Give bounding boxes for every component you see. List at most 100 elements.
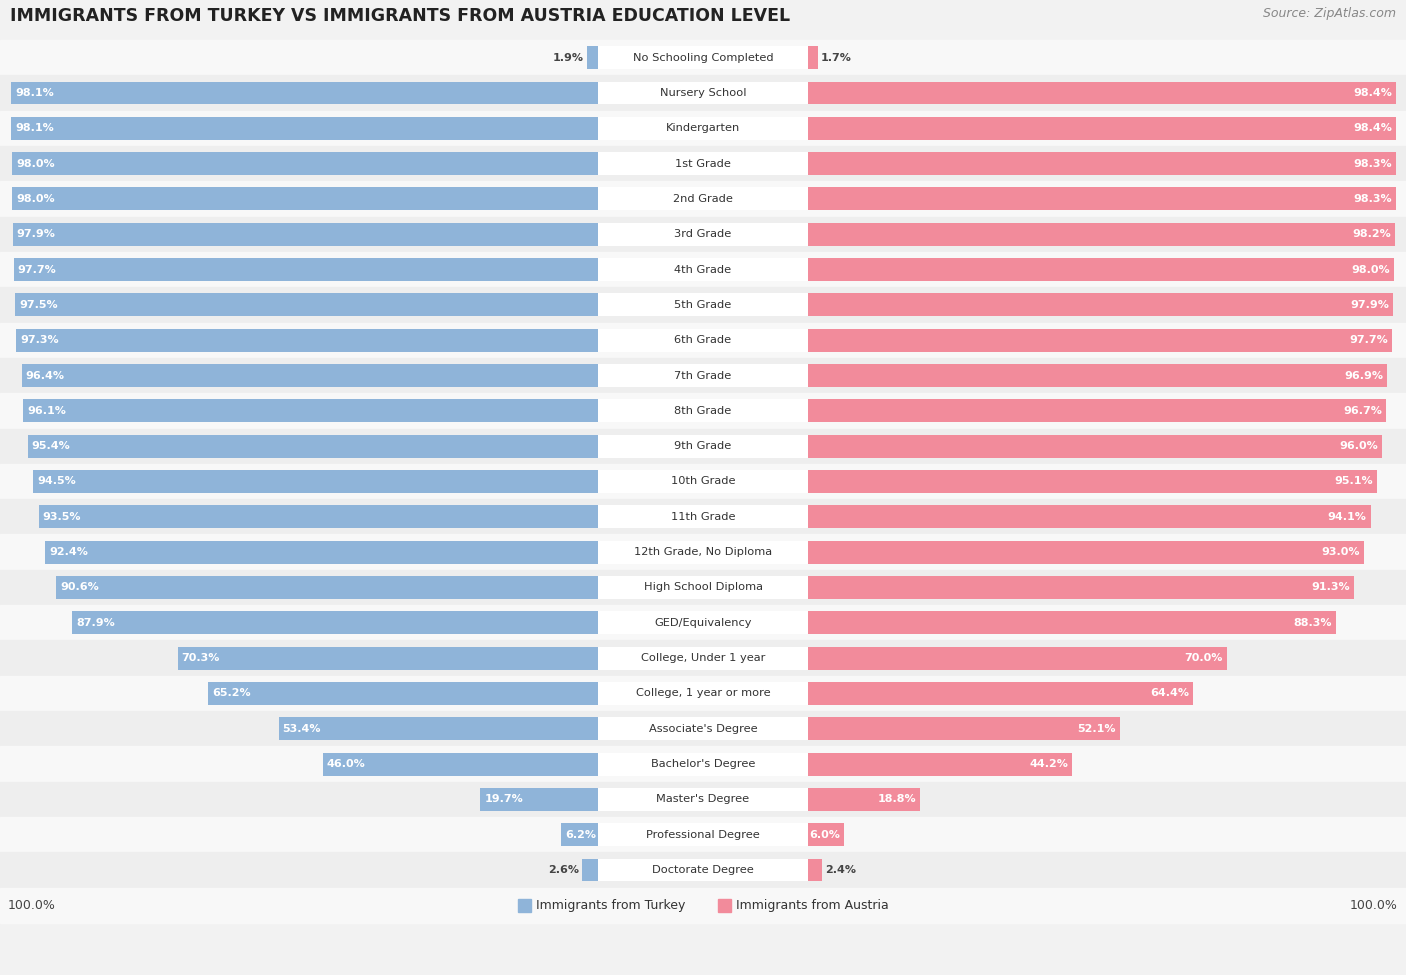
Bar	[28, 435, 598, 457]
Text: 100.0%: 100.0%	[1350, 899, 1398, 912]
Text: Professional Degree: Professional Degree	[647, 830, 759, 839]
Text: Nursery School: Nursery School	[659, 88, 747, 98]
Text: 2nd Grade: 2nd Grade	[673, 194, 733, 204]
Bar	[0, 252, 1406, 288]
Text: 6.2%: 6.2%	[565, 830, 596, 839]
Text: Immigrants from Austria: Immigrants from Austria	[735, 899, 889, 912]
Bar	[0, 323, 1406, 358]
Text: 94.5%: 94.5%	[37, 477, 76, 487]
Text: 96.7%: 96.7%	[1343, 406, 1382, 416]
Text: 65.2%: 65.2%	[212, 688, 250, 698]
Bar	[0, 110, 1406, 146]
Text: 1.7%: 1.7%	[821, 53, 852, 62]
Text: 11th Grade: 11th Grade	[671, 512, 735, 522]
Text: 6.0%: 6.0%	[808, 830, 839, 839]
Bar	[0, 216, 1406, 252]
Bar	[598, 788, 808, 811]
Text: 95.1%: 95.1%	[1334, 477, 1372, 487]
Text: 64.4%: 64.4%	[1150, 688, 1189, 698]
Bar	[598, 859, 808, 881]
Bar	[598, 293, 808, 316]
Bar	[15, 293, 598, 316]
Text: 91.3%: 91.3%	[1312, 582, 1350, 593]
Bar	[808, 400, 1386, 422]
Bar	[598, 258, 808, 281]
Bar	[808, 470, 1376, 493]
Bar	[808, 82, 1396, 104]
Bar	[24, 400, 598, 422]
Text: 70.0%: 70.0%	[1184, 653, 1223, 663]
Bar	[808, 152, 1396, 176]
Bar	[0, 569, 1406, 605]
Text: 4th Grade: 4th Grade	[675, 264, 731, 275]
Text: 46.0%: 46.0%	[328, 760, 366, 769]
Bar	[0, 499, 1406, 534]
Bar	[517, 899, 531, 912]
Text: 88.3%: 88.3%	[1294, 618, 1331, 628]
Bar	[278, 718, 598, 740]
Text: 96.4%: 96.4%	[25, 370, 65, 380]
Bar	[598, 753, 808, 775]
Text: 98.1%: 98.1%	[15, 88, 53, 98]
Bar	[808, 46, 818, 69]
Bar	[0, 641, 1406, 676]
Text: 98.3%: 98.3%	[1353, 159, 1392, 169]
Bar	[0, 605, 1406, 641]
Bar	[598, 541, 808, 564]
Bar	[598, 82, 808, 104]
Bar	[13, 152, 598, 176]
Text: 98.4%: 98.4%	[1354, 88, 1392, 98]
Bar	[598, 646, 808, 670]
Bar	[45, 541, 598, 564]
Text: 2.6%: 2.6%	[548, 865, 579, 875]
Bar	[56, 576, 598, 599]
Text: 3rd Grade: 3rd Grade	[675, 229, 731, 239]
Bar	[598, 364, 808, 387]
Bar	[598, 823, 808, 846]
Bar	[561, 823, 598, 846]
Bar	[598, 718, 808, 740]
Bar	[0, 146, 1406, 181]
Text: No Schooling Completed: No Schooling Completed	[633, 53, 773, 62]
Bar	[808, 718, 1119, 740]
Text: Kindergarten: Kindergarten	[666, 123, 740, 134]
Text: 97.7%: 97.7%	[18, 264, 56, 275]
Bar	[0, 711, 1406, 747]
Bar	[808, 222, 1395, 246]
Bar	[808, 859, 823, 881]
Bar	[15, 329, 598, 352]
Bar	[0, 676, 1406, 711]
Bar	[0, 782, 1406, 817]
Text: 1.9%: 1.9%	[553, 53, 583, 62]
Bar	[0, 747, 1406, 782]
Text: College, 1 year or more: College, 1 year or more	[636, 688, 770, 698]
Bar	[39, 505, 598, 528]
Bar	[0, 75, 1406, 110]
Bar	[808, 753, 1073, 775]
Text: 96.1%: 96.1%	[27, 406, 66, 416]
Text: Doctorate Degree: Doctorate Degree	[652, 865, 754, 875]
Text: 12th Grade, No Diploma: 12th Grade, No Diploma	[634, 547, 772, 557]
Bar	[808, 505, 1371, 528]
Bar	[598, 611, 808, 635]
Bar	[13, 222, 598, 246]
Bar	[598, 435, 808, 457]
Bar	[808, 823, 844, 846]
Bar	[582, 859, 598, 881]
Text: 87.9%: 87.9%	[76, 618, 115, 628]
Bar	[0, 393, 1406, 429]
Text: GED/Equivalency: GED/Equivalency	[654, 618, 752, 628]
Text: 9th Grade: 9th Grade	[675, 441, 731, 451]
Bar	[598, 117, 808, 139]
Text: Associate's Degree: Associate's Degree	[648, 723, 758, 734]
Bar	[598, 222, 808, 246]
Bar	[0, 464, 1406, 499]
Text: 90.6%: 90.6%	[60, 582, 98, 593]
Text: Master's Degree: Master's Degree	[657, 795, 749, 804]
Text: 53.4%: 53.4%	[283, 723, 321, 734]
Text: 98.1%: 98.1%	[15, 123, 53, 134]
Text: College, Under 1 year: College, Under 1 year	[641, 653, 765, 663]
Text: Immigrants from Turkey: Immigrants from Turkey	[536, 899, 685, 912]
Bar	[11, 82, 598, 104]
Text: 19.7%: 19.7%	[484, 795, 523, 804]
